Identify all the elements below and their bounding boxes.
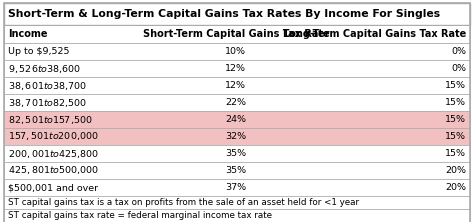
Text: 12%: 12%: [225, 64, 246, 73]
Text: ST capital gains tax rate = federal marginal income tax rate: ST capital gains tax rate = federal marg…: [8, 211, 272, 220]
Text: 20%: 20%: [445, 183, 466, 192]
Text: 32%: 32%: [225, 132, 246, 141]
Text: 35%: 35%: [225, 149, 246, 158]
Text: $157,501 to $200,000: $157,501 to $200,000: [8, 131, 99, 143]
Bar: [4, 145, 470, 162]
Text: 37%: 37%: [225, 183, 246, 192]
Text: Short-Term Capital Gains Tax Rate: Short-Term Capital Gains Tax Rate: [143, 29, 329, 39]
Text: Income: Income: [8, 29, 47, 39]
Text: $9,526 to $38,600: $9,526 to $38,600: [8, 63, 81, 75]
Text: Short-Term & Long-Term Capital Gains Tax Rates By Income For Singles: Short-Term & Long-Term Capital Gains Tax…: [8, 9, 440, 19]
Bar: [4, 209, 470, 222]
Text: ST capital gains tax is a tax on profits from the sale of an asset held for <1 y: ST capital gains tax is a tax on profits…: [8, 198, 359, 207]
Text: $82,501 to $157,500: $82,501 to $157,500: [8, 113, 92, 125]
Text: 0%: 0%: [451, 47, 466, 56]
Text: Up to $9,525: Up to $9,525: [8, 47, 70, 56]
Text: 15%: 15%: [445, 81, 466, 90]
Text: 15%: 15%: [445, 115, 466, 124]
Bar: [4, 25, 470, 43]
Bar: [4, 128, 470, 145]
Text: 12%: 12%: [225, 81, 246, 90]
Bar: [4, 179, 470, 196]
Bar: [4, 77, 470, 94]
Bar: [4, 94, 470, 111]
Bar: [4, 162, 470, 179]
Text: 15%: 15%: [445, 132, 466, 141]
Bar: [4, 111, 470, 128]
Text: 15%: 15%: [445, 98, 466, 107]
Text: 24%: 24%: [225, 115, 246, 124]
Bar: [4, 196, 470, 209]
Bar: [4, 43, 470, 60]
Bar: [4, 3, 470, 25]
Text: 35%: 35%: [225, 166, 246, 175]
Text: 20%: 20%: [445, 166, 466, 175]
Text: 10%: 10%: [225, 47, 246, 56]
Text: 22%: 22%: [225, 98, 246, 107]
Text: $200,001 to $425,800: $200,001 to $425,800: [8, 147, 100, 159]
Text: $38,601 to $38,700: $38,601 to $38,700: [8, 79, 87, 91]
Text: $38,701 to $82,500: $38,701 to $82,500: [8, 97, 87, 109]
Text: $425,801 to $500,000: $425,801 to $500,000: [8, 165, 100, 176]
Bar: [4, 60, 470, 77]
Text: Long-Term Capital Gains Tax Rate: Long-Term Capital Gains Tax Rate: [283, 29, 466, 39]
Text: $500,001 and over: $500,001 and over: [8, 183, 98, 192]
Text: 0%: 0%: [451, 64, 466, 73]
Text: 15%: 15%: [445, 149, 466, 158]
